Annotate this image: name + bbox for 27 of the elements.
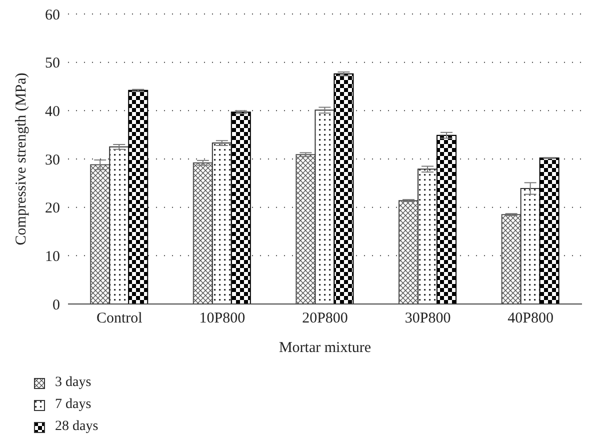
x-tick-label: 40P800 [508, 310, 554, 327]
y-tick-label: 0 [52, 297, 60, 314]
y-tick-label: 10 [45, 248, 60, 265]
y-tick-label: 30 [45, 152, 60, 168]
bar [230, 112, 251, 304]
legend-label: 28 days [55, 419, 98, 435]
bar [436, 134, 457, 304]
y-tick-label: 50 [45, 56, 60, 72]
bar [539, 158, 560, 304]
x-tick-label: 30P800 [404, 310, 451, 327]
y-tick-label: 20 [45, 200, 60, 217]
y-axis-title: Compressive strength (MPa) [13, 72, 30, 246]
legend-label: 7 days [55, 397, 92, 413]
legend-label: 3 days [55, 375, 92, 391]
y-tick-label: 40 [45, 104, 60, 120]
bar [334, 73, 354, 304]
bar [314, 110, 335, 304]
x-axis-title: Mortar mixture [278, 340, 372, 356]
bar [109, 146, 130, 304]
x-tick-label: Control [96, 310, 142, 327]
bar [520, 188, 540, 304]
bar [212, 142, 232, 304]
x-tick-label: 10P800 [199, 310, 246, 327]
x-tick-label: 20P800 [302, 310, 348, 327]
bar [418, 168, 438, 304]
bar [128, 90, 148, 304]
y-tick-label: 60 [45, 7, 60, 24]
